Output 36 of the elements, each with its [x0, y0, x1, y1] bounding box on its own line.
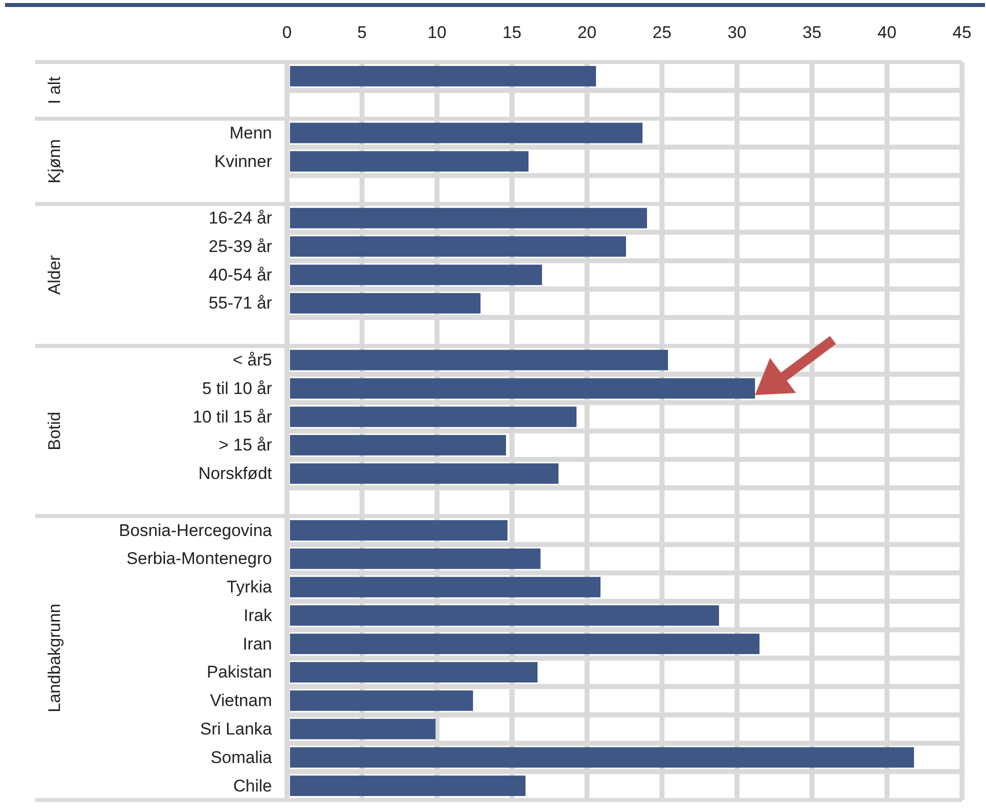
text: Alder — [45, 254, 64, 295]
x-tick-label: 15 — [502, 23, 522, 42]
x-tick-label: 0 — [282, 23, 292, 42]
y-tick-label: 10 til 15 år — [192, 407, 272, 426]
x-tick-label: 35 — [802, 23, 822, 42]
x-tick-label: 25 — [652, 23, 672, 42]
y-tick-label: Menn — [229, 123, 272, 142]
y-tick-label: 5 til 10 år — [202, 378, 272, 398]
y-tick-label: Pakistan — [206, 662, 272, 682]
x-tick-label: 10 — [428, 23, 446, 42]
y-tick-label: < år5 — [232, 350, 272, 370]
y-tick-label: Tyrkia — [226, 578, 273, 597]
x-tick-label: 40 — [878, 23, 896, 42]
text: Kjønn — [45, 139, 64, 184]
y-tick-label: Norskfødt — [198, 464, 272, 484]
y-tick-label: 25-39 år — [208, 236, 272, 256]
text: I alt — [45, 76, 64, 104]
y-tick-label: 40-54 år — [208, 265, 272, 284]
y-tick-label: > 15 år — [218, 436, 272, 455]
y-tick-label: 16-24 år — [208, 208, 272, 228]
y-tick-label: 55-71 år — [208, 294, 272, 313]
y-tick-label: Somalia — [210, 748, 273, 767]
x-tick-label: 20 — [578, 23, 596, 42]
y-tick-label: Bosnia-Hercegovina — [118, 520, 273, 540]
y-tick-label: Iran — [242, 634, 272, 654]
text: Botid — [45, 412, 64, 450]
y-tick-label: Vietnam — [210, 691, 272, 710]
x-tick-label: 5 — [357, 23, 367, 42]
x-tick-label: 30 — [728, 23, 746, 42]
y-tick-label: Kvinner — [214, 152, 272, 171]
x-tick-label: 45 — [952, 23, 972, 42]
y-tick-label: Serbia-Montenegro — [126, 549, 272, 568]
y-tick-label: Sri Lanka — [200, 719, 273, 738]
text: Landbakgrunn — [45, 604, 64, 712]
y-tick-label: Chile — [233, 776, 272, 796]
y-tick-label: Irak — [244, 606, 272, 625]
